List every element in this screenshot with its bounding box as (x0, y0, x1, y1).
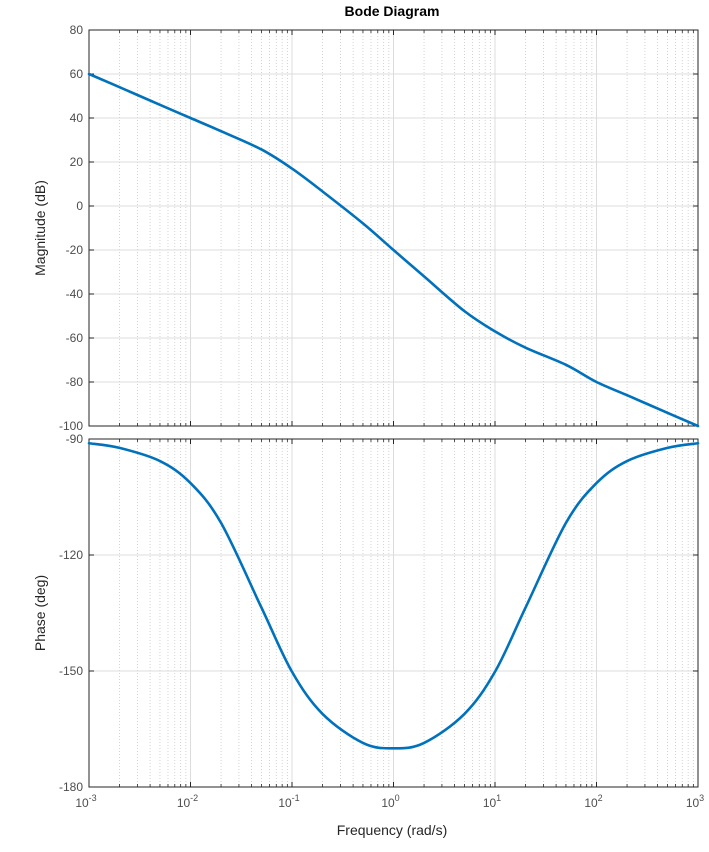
y-tick-label: -40 (66, 287, 84, 301)
magnitude-panel: 80 60 40 20 0 -20 -40 -60 -80 -100 Magnitude (dB) (32, 23, 700, 433)
x-tick-label: 10-1 (278, 793, 299, 810)
phase-series-line (87, 441, 700, 750)
magnitude-y-axis-label: Magnitude (dB) (32, 180, 48, 276)
y-tick-label: -100 (59, 419, 83, 433)
x-tick-label: 102 (584, 793, 602, 810)
y-tick-label: -20 (66, 243, 84, 257)
y-tick-label: -80 (66, 375, 84, 389)
y-tick-label: 0 (76, 199, 83, 213)
x-tick-label: 10-3 (75, 793, 96, 810)
x-tick-label: 100 (381, 793, 399, 810)
y-tick-label: 40 (70, 111, 84, 125)
x-tick-label: 10-2 (177, 793, 198, 810)
x-axis-label: Frequency (rad/s) (337, 822, 447, 838)
y-tick-label: 60 (70, 67, 84, 81)
magnitude-series-line (87, 72, 700, 428)
x-tick-label: 103 (686, 793, 704, 810)
chart-title: Bode Diagram (345, 3, 440, 19)
y-tick-label: -180 (59, 780, 83, 794)
y-tick-label: -90 (66, 432, 84, 446)
y-tick-label: -60 (66, 331, 84, 345)
phase-y-axis-label: Phase (deg) (32, 575, 48, 651)
y-tick-label: -150 (59, 664, 83, 678)
y-tick-label: 20 (70, 155, 84, 169)
y-tick-label: -120 (59, 548, 83, 562)
x-tick-label: 101 (483, 793, 501, 810)
y-tick-label: 80 (70, 23, 84, 37)
